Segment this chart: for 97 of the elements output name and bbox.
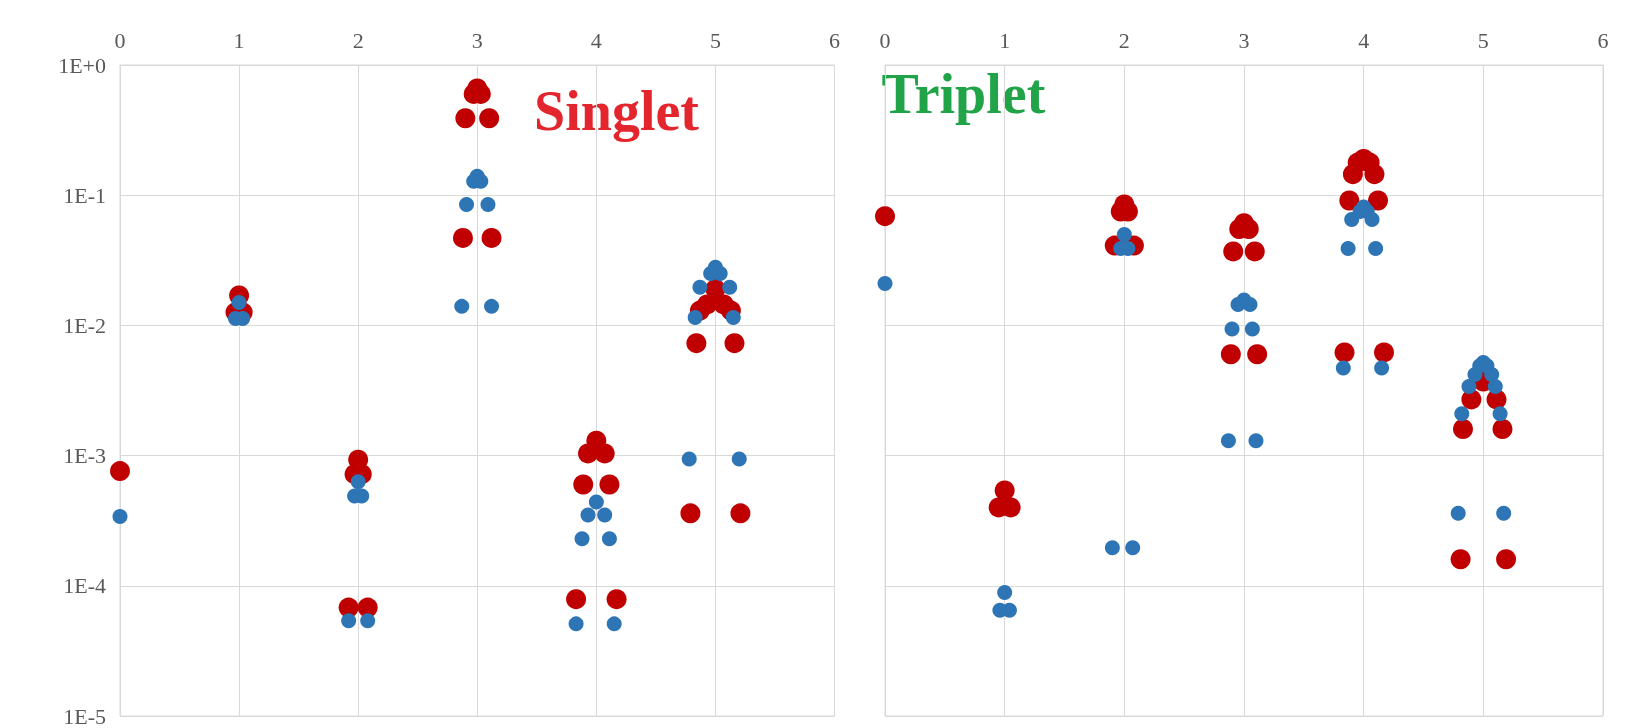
y-tick-label: 1E-5 (63, 703, 106, 728)
point (1247, 344, 1268, 365)
point (1467, 366, 1483, 382)
point (875, 206, 895, 227)
point (1340, 240, 1356, 256)
point (594, 443, 615, 464)
point (1454, 406, 1470, 422)
point (725, 310, 741, 325)
point (341, 613, 357, 629)
x-tick-label: 2 (1118, 27, 1130, 53)
x-tick-label: 3 (1238, 27, 1250, 53)
y-tick-label: 1E-3 (63, 443, 106, 469)
x-tick-label: 6 (829, 27, 840, 53)
point (480, 196, 496, 212)
point (1116, 226, 1132, 242)
point (580, 507, 596, 523)
point (686, 333, 707, 354)
point (1334, 342, 1355, 363)
point (568, 616, 584, 632)
point (997, 584, 1013, 600)
point (1374, 360, 1390, 376)
point (459, 196, 475, 212)
point (1487, 378, 1503, 394)
point (1339, 190, 1360, 211)
point (1496, 505, 1512, 521)
point (1104, 540, 1120, 556)
x-tick-label: 5 (1477, 27, 1489, 53)
point (994, 480, 1015, 501)
x-tick-label: 3 (471, 27, 483, 53)
point (1364, 164, 1385, 185)
point (573, 474, 594, 495)
y-tick-label: 1E-1 (63, 182, 106, 208)
point (1368, 240, 1384, 256)
point (1484, 366, 1500, 382)
point (1224, 321, 1240, 337)
point (1220, 433, 1236, 449)
point (360, 613, 376, 629)
point (1342, 164, 1363, 185)
point (452, 227, 473, 248)
point (601, 531, 617, 547)
x-tick-label: 5 (709, 27, 721, 53)
point (1364, 212, 1380, 228)
point (1242, 296, 1258, 312)
y-tick-label: 1E+0 (58, 52, 106, 78)
annotation: Singlet (534, 80, 700, 142)
x-tick-label: 1 (233, 27, 245, 53)
point (1244, 321, 1260, 337)
annotation: Triplet (881, 63, 1046, 125)
x-tick-label: 4 (590, 27, 602, 53)
y-tick-label: 1E-4 (63, 573, 106, 599)
point (681, 451, 697, 467)
x-tick-label: 4 (1358, 27, 1370, 53)
point (1368, 190, 1389, 211)
point (724, 333, 745, 354)
point (680, 503, 701, 524)
point (454, 298, 470, 314)
y-tick-label: 1E-2 (63, 312, 106, 338)
point (597, 507, 613, 523)
point (588, 494, 604, 510)
point (877, 275, 893, 291)
point (1453, 419, 1473, 440)
point (1344, 212, 1360, 228)
x-tick-label: 1 (999, 27, 1011, 53)
point (110, 461, 130, 482)
point (1244, 241, 1265, 262)
x-tick-label: 0 (879, 27, 891, 53)
point (1450, 505, 1466, 521)
point (1248, 433, 1264, 449)
point (578, 443, 598, 464)
point (112, 509, 128, 525)
point (455, 108, 476, 129)
point (1496, 549, 1517, 570)
x-tick-label: 2 (352, 27, 364, 53)
point (1450, 549, 1471, 570)
point (1125, 540, 1141, 556)
point (1492, 406, 1508, 422)
point (574, 531, 590, 547)
point (692, 279, 708, 295)
point (481, 227, 502, 248)
point (566, 589, 587, 610)
point (1223, 241, 1244, 262)
point (606, 589, 627, 610)
x-tick-label: 0 (114, 27, 126, 53)
point (350, 474, 366, 490)
point (606, 616, 622, 632)
point (1492, 419, 1513, 440)
point (730, 503, 751, 524)
point (1335, 360, 1351, 376)
x-tick-label: 6 (1597, 27, 1609, 53)
point (1374, 342, 1395, 363)
point (731, 451, 747, 467)
point (599, 474, 620, 495)
point (484, 298, 500, 314)
point (722, 279, 738, 295)
point (479, 108, 500, 129)
point (1461, 378, 1477, 394)
point (1220, 344, 1241, 365)
